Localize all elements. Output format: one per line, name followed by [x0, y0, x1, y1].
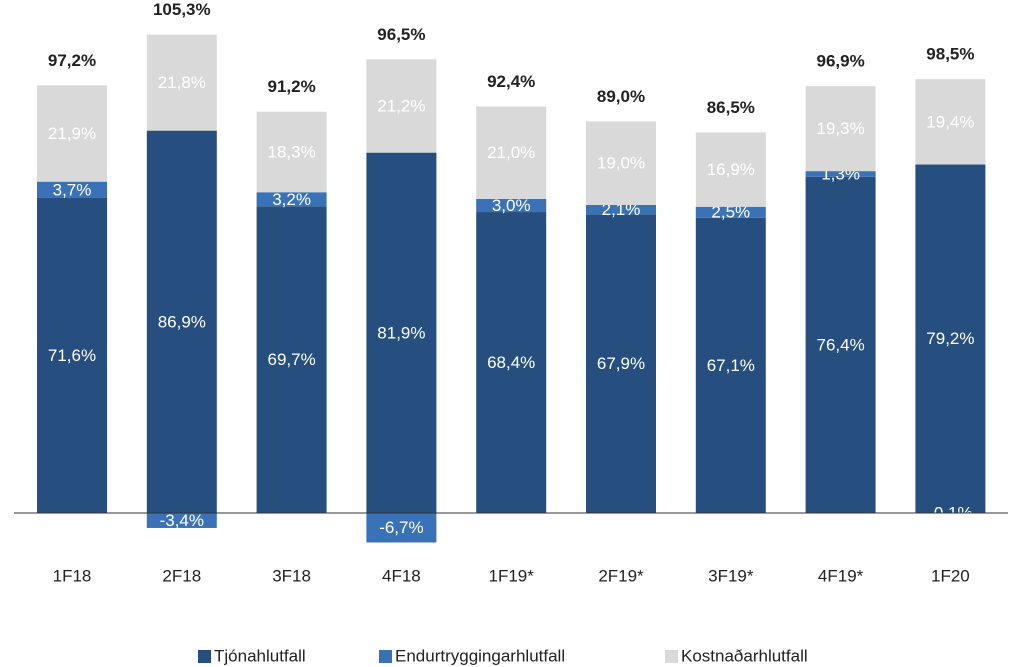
- bar-segment: [146, 513, 217, 528]
- bar-segment: [915, 164, 986, 513]
- data-label: 3,7%: [53, 180, 92, 199]
- x-tick-label: 4F19*: [818, 566, 864, 585]
- bar-segment: [586, 121, 656, 205]
- legend-swatch: [665, 650, 678, 663]
- data-label: -6,7%: [379, 518, 423, 537]
- data-label: 19,0%: [597, 154, 645, 173]
- data-label: 67,1%: [707, 356, 755, 375]
- legend-label: Kostnaðarhlutfall: [681, 646, 808, 665]
- data-label: 3,2%: [272, 190, 311, 209]
- data-label: 21,0%: [487, 143, 535, 162]
- total-label: 89,0%: [597, 87, 645, 106]
- data-label: 79,2%: [926, 329, 974, 348]
- bar-segment: [915, 79, 986, 165]
- data-label: 3,0%: [492, 196, 531, 215]
- bar-segment: [146, 34, 217, 131]
- total-label: 91,2%: [267, 77, 315, 96]
- legend-swatch: [379, 650, 392, 663]
- total-label: 96,5%: [377, 25, 425, 44]
- x-tick-label: 1F19*: [489, 566, 535, 585]
- data-label: 21,2%: [377, 96, 425, 115]
- total-label: 86,5%: [707, 98, 755, 117]
- total-label: 98,5%: [926, 45, 974, 64]
- bar-segment: [476, 106, 547, 199]
- x-tick-label: 1F20: [931, 566, 970, 585]
- data-label: 19,4%: [926, 112, 974, 131]
- legend-label: Endurtryggingarhlutfall: [395, 646, 565, 665]
- data-label: 18,3%: [267, 142, 315, 161]
- bar-segment: [805, 176, 876, 513]
- x-tick-label: 2F18: [162, 566, 201, 585]
- bar-segment: [366, 59, 437, 153]
- total-label: 97,2%: [48, 51, 96, 70]
- legend-swatch: [198, 650, 211, 663]
- data-label: 68,4%: [487, 353, 535, 372]
- bar-segment: [366, 513, 437, 543]
- x-tick-label: 3F19*: [708, 566, 754, 585]
- data-label: 21,9%: [48, 124, 96, 143]
- data-label: 86,9%: [158, 312, 206, 331]
- bar-segment: [256, 192, 327, 207]
- total-label: 105,3%: [153, 0, 211, 19]
- bar-segment: [37, 197, 107, 513]
- x-tick-label: 3F18: [272, 566, 311, 585]
- data-label: 81,9%: [377, 323, 425, 342]
- bar-segment: [366, 152, 437, 513]
- total-label: 92,4%: [487, 72, 535, 91]
- data-label: 71,6%: [48, 346, 96, 365]
- data-label: 19,3%: [816, 119, 864, 138]
- x-tick-label: 1F18: [53, 566, 92, 585]
- data-label: 67,9%: [597, 354, 645, 373]
- bar-segment: [476, 212, 547, 514]
- data-label: 69,7%: [267, 350, 315, 369]
- data-label: 76,4%: [816, 335, 864, 354]
- data-label: 21,8%: [158, 73, 206, 92]
- bar-segment: [37, 85, 107, 182]
- bar-segment: [586, 205, 656, 215]
- bar-segment: [256, 206, 327, 513]
- bar-segment: [805, 171, 876, 177]
- data-label: 16,9%: [707, 160, 755, 179]
- bar-segment: [256, 111, 327, 193]
- bar-segment: [146, 130, 217, 513]
- x-tick-label: 4F18: [382, 566, 421, 585]
- bar-segment: [37, 181, 107, 198]
- legend-label: Tjónahlutfall: [214, 646, 306, 665]
- data-label: -3,4%: [160, 511, 204, 530]
- x-tick-label: 2F19*: [598, 566, 644, 585]
- total-label: 96,9%: [816, 52, 864, 71]
- bar-segment: [695, 217, 766, 513]
- bar-segment: [695, 132, 766, 207]
- bar-segment: [586, 214, 656, 514]
- bar-segment: [805, 86, 876, 172]
- data-label: 2,5%: [711, 203, 750, 222]
- bar-segment: [695, 206, 766, 218]
- bar-segment: [476, 198, 547, 213]
